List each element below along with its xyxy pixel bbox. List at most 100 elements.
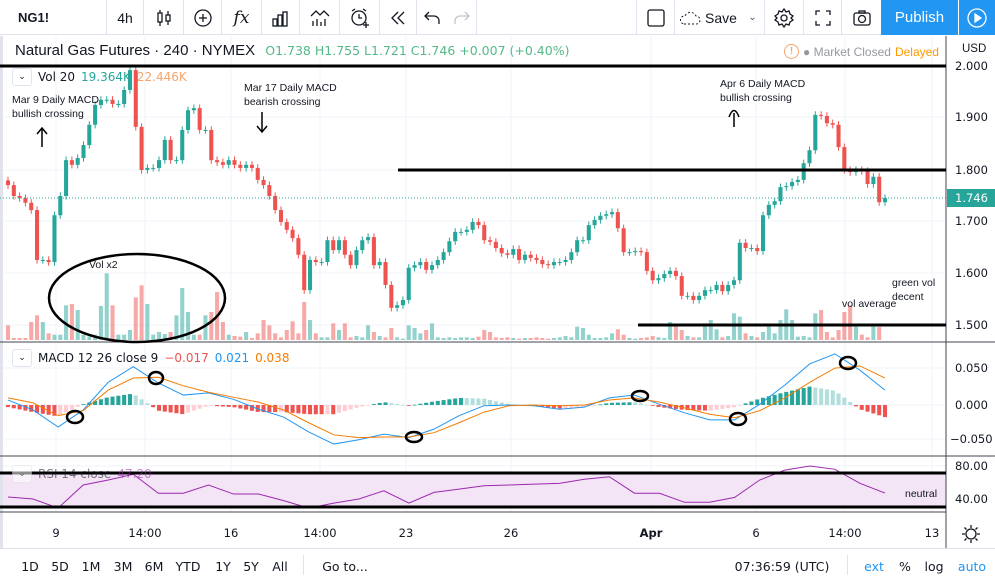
range-3m[interactable]: 3M: [113, 559, 133, 574]
volume-bar: [156, 332, 162, 340]
histogram-bar: [23, 405, 28, 411]
note-neutral[interactable]: neutral: [905, 488, 938, 500]
note-mar9[interactable]: Mar 9 Daily MACD bullish crossing: [12, 94, 99, 120]
clock-timezone[interactable]: 07:36:59 (UTC): [734, 559, 830, 574]
save-dropdown-button[interactable]: ⌄: [741, 0, 765, 35]
ext-toggle[interactable]: ext: [864, 559, 884, 574]
histogram-bar: [464, 398, 469, 405]
rsi-legend: ⌄ RSI 14 close 47.20: [12, 465, 152, 483]
play-button[interactable]: [959, 0, 995, 35]
interval-button[interactable]: 4h: [107, 0, 144, 35]
histogram-bar: [11, 405, 16, 409]
volume-bar: [313, 333, 318, 340]
histogram-bar: [604, 403, 609, 405]
candle-body: [871, 176, 876, 185]
add-compare-icon: [193, 8, 212, 27]
histogram-bar: [337, 405, 342, 413]
candle-body: [267, 185, 272, 196]
volume-bar: [255, 333, 260, 340]
range-5d[interactable]: 5D: [51, 559, 69, 574]
percent-toggle[interactable]: %: [899, 559, 911, 574]
time-tick: 13: [924, 526, 940, 540]
crossing-circle[interactable]: [728, 411, 748, 427]
histogram-bar: [830, 390, 835, 405]
candle-body: [534, 257, 539, 260]
publish-button[interactable]: Publish: [881, 0, 959, 35]
volume-bar: [633, 338, 638, 340]
layout-button[interactable]: [636, 0, 675, 35]
redo-button[interactable]: [447, 0, 477, 35]
volume-bar: [528, 338, 533, 340]
volume-bar: [662, 338, 667, 340]
snapshot-button[interactable]: [842, 0, 881, 35]
note-green-vol[interactable]: green vol decent: [892, 277, 936, 303]
compare-button[interactable]: [184, 0, 222, 35]
candle-body: [93, 105, 98, 125]
price-tick: 2.000: [955, 59, 988, 73]
bottom-toolbar: 1D 5D 1M 3M 6M YTD 1Y 5Y All Go to... 07…: [0, 548, 995, 580]
histogram-bar: [441, 400, 446, 405]
crossing-circle[interactable]: [630, 389, 650, 403]
collapse-chevron-icon[interactable]: ⌄: [12, 465, 32, 483]
crossing-circle[interactable]: [147, 370, 165, 386]
volume-bar: [778, 320, 783, 340]
volume-bar: [151, 334, 156, 340]
collapse-chevron-icon[interactable]: ⌄: [12, 68, 32, 86]
fullscreen-button[interactable]: [804, 0, 842, 35]
note-vol-average[interactable]: vol average: [842, 298, 897, 310]
note-mar17[interactable]: Mar 17 Daily MACD bearish crossing: [244, 82, 337, 108]
bar-chart-button[interactable]: [262, 0, 300, 35]
collapse-chevron-icon[interactable]: ⌄: [12, 349, 32, 367]
range-5y[interactable]: 5Y: [243, 559, 259, 574]
volume-bar: [296, 333, 301, 340]
log-toggle[interactable]: log: [924, 559, 944, 574]
settings-button[interactable]: [765, 0, 804, 35]
volume-bar: [17, 338, 22, 340]
market-status[interactable]: ! ● Market Closed Delayed: [784, 44, 939, 59]
volume-bar: [203, 315, 208, 340]
range-6m[interactable]: 6M: [144, 559, 164, 574]
goto-date-button[interactable]: Go to...: [322, 559, 368, 574]
arrow-up-icon[interactable]: [36, 126, 48, 147]
auto-toggle[interactable]: auto: [957, 559, 987, 574]
alert-button[interactable]: [340, 0, 380, 35]
crossing-circle[interactable]: [65, 409, 85, 425]
candle-body: [714, 284, 719, 291]
indicators-button[interactable]: fx: [222, 0, 262, 35]
range-1d[interactable]: 1D: [21, 559, 39, 574]
crossing-circle[interactable]: [404, 430, 424, 444]
volume-bar: [180, 288, 185, 340]
symbol-search-button[interactable]: NG1!: [0, 0, 107, 35]
candle-body: [342, 240, 347, 255]
arrow-down-icon[interactable]: [256, 112, 268, 134]
histogram-bar: [209, 405, 214, 406]
sun-settings-icon: [962, 525, 980, 543]
undo-button[interactable]: [417, 0, 447, 35]
note-vol-x2[interactable]: Vol x2: [89, 259, 118, 271]
chart-style-button[interactable]: [144, 0, 184, 35]
range-all[interactable]: All: [272, 559, 288, 574]
histogram-bar: [865, 405, 870, 412]
chart-settings-button[interactable]: [961, 524, 981, 544]
candle-body: [23, 198, 28, 203]
time-tick: 16: [223, 526, 239, 540]
rsi-line: [7, 465, 886, 509]
financials-button[interactable]: [300, 0, 340, 35]
histogram-bar: [261, 405, 266, 413]
note-apr6[interactable]: Apr 6 Daily MACD bullish crossing: [720, 78, 806, 104]
histogram-bar: [819, 388, 824, 405]
range-1m[interactable]: 1M: [81, 559, 101, 574]
histogram-bar: [633, 402, 638, 405]
range-1y[interactable]: 1Y: [215, 559, 231, 574]
currency-label[interactable]: USD: [962, 43, 987, 55]
volume-bar: [40, 322, 45, 340]
save-button[interactable]: Save: [675, 0, 741, 35]
histogram-bar: [116, 395, 121, 405]
replay-button[interactable]: [380, 0, 417, 35]
range-ytd[interactable]: YTD: [175, 559, 201, 574]
volume-bar: [877, 327, 882, 340]
arrow-up-icon[interactable]: [728, 109, 740, 128]
crossing-circle[interactable]: [838, 355, 858, 371]
drawn-ellipse[interactable]: [47, 252, 227, 344]
